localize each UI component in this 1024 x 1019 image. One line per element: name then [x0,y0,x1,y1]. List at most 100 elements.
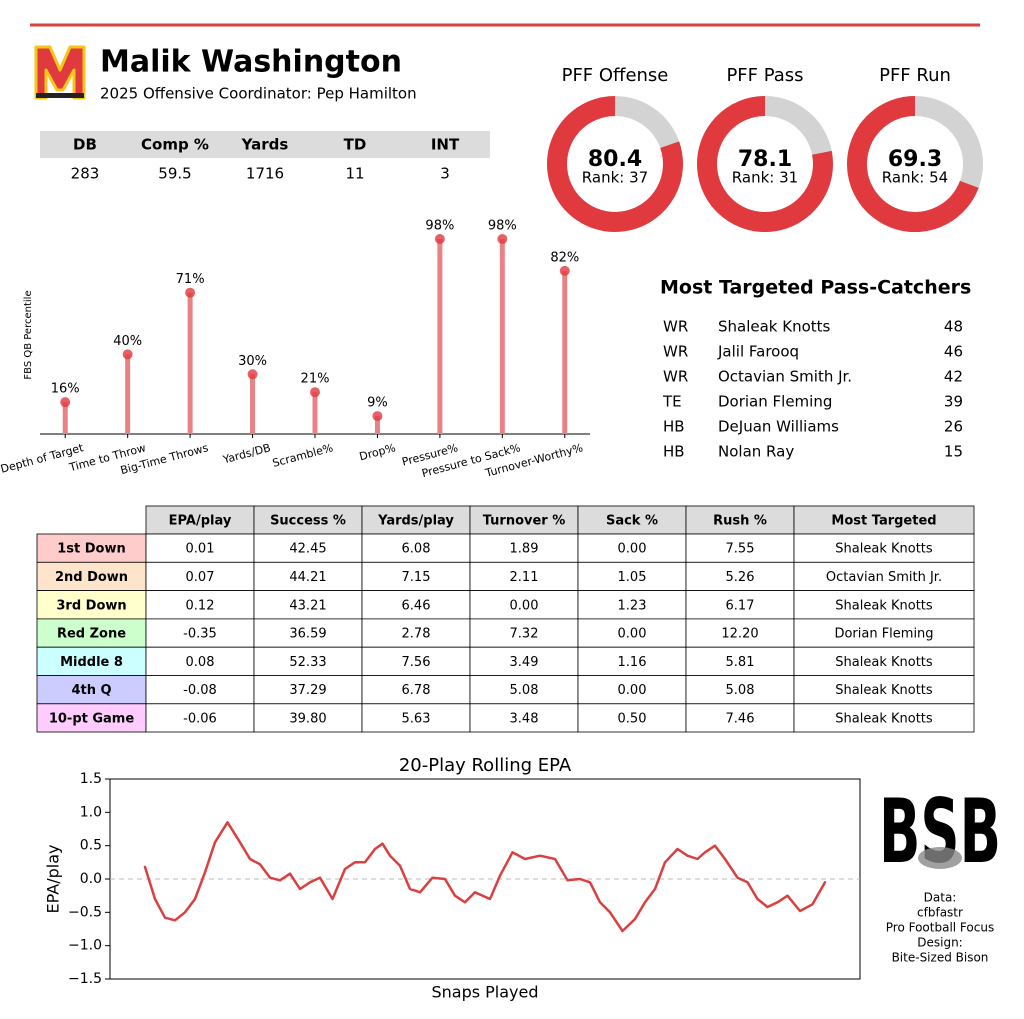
team-logo [34,45,86,100]
table-cell [361,590,471,620]
x-axis-label: Snaps Played [431,983,538,1002]
table-value: 42.45 [289,542,326,557]
lollipop [497,233,508,434]
lollipop-head [497,233,508,244]
table-cell [145,703,255,733]
lollipop-head [60,397,71,408]
lollipop-head [559,265,570,276]
table-value: -0.35 [183,627,217,642]
table-cell [577,703,687,733]
table-value: 7.32 [510,627,539,642]
donut-value: 80.4 [588,147,642,172]
stats-header: Comp % [141,136,209,154]
target-name: Jalil Farooq [717,343,799,361]
row-label: 3rd Down [56,598,126,613]
table-value: -0.06 [183,711,217,726]
target-name: DeJuan Williams [718,418,839,436]
table-cell [469,703,579,733]
table-cell [685,533,795,563]
value-label: 9% [367,396,388,411]
target-position: WR [663,368,688,386]
table-value: 0.07 [186,570,215,585]
table-value: Octavian Smith Jr. [826,570,942,585]
table-value: Shaleak Knotts [835,683,933,698]
table-cell [145,590,255,620]
stats-header: INT [431,136,460,154]
lollipop [310,387,320,434]
row-label: Red Zone [57,627,126,642]
donut-value: 78.1 [738,147,792,172]
lollipop-head [372,411,383,422]
table-cell [793,590,975,620]
y-tick-label: 1.0 [80,804,102,820]
table-value: Dorian Fleming [834,627,933,642]
table-cell [793,533,975,563]
row-label-cell [36,703,147,733]
y-tick-label: 0.0 [80,871,102,887]
lollipop [60,397,71,434]
lollipop-head [434,233,445,244]
table-value: 5.63 [402,711,431,726]
value-label: 40% [113,334,142,349]
lollipop [185,287,196,434]
table-cell [577,618,687,648]
credit-line: Data: [924,891,957,905]
donut-rank: Rank: 54 [882,169,948,187]
table-cell [685,675,795,705]
target-count: 42 [944,368,963,386]
row-label: 10-pt Game [49,711,135,726]
table-value: Shaleak Knotts [835,711,933,726]
row-label: Middle 8 [60,655,123,670]
player-name: Malik Washington [100,45,402,80]
table-cell [253,590,363,620]
donut-rank: Rank: 31 [732,169,798,187]
target-name: Nolan Ray [718,443,794,461]
donut-arc [547,96,683,232]
y-tick-label: −0.5 [68,904,102,920]
table-cell [253,703,363,733]
table-cell [793,703,975,733]
target-position: TE [662,393,682,411]
table-cell [145,533,255,563]
stats-cell: 283 [71,165,100,183]
donut-title: PFF Pass [726,65,803,86]
table-cell [793,618,975,648]
target-count: 26 [944,418,963,436]
lollipop [372,411,383,434]
stats-header: Yards [241,136,289,154]
table-cell [793,675,975,705]
table-value: Shaleak Knotts [835,598,933,613]
target-count: 39 [944,393,963,411]
donut-arc [697,96,833,232]
target-position: HB [663,418,685,436]
bison-icon [918,847,962,869]
credit-line: Bite-Sized Bison [892,951,989,965]
target-position: WR [663,318,688,336]
table-value: 1.05 [618,570,647,585]
table-value: 0.00 [618,627,647,642]
lollipop-head [122,349,133,360]
value-label: 98% [488,218,517,233]
lollipop [434,233,445,434]
table-cell [469,561,579,591]
target-name: Dorian Fleming [718,393,832,411]
lollipop [247,369,258,434]
stats-header-band [40,131,490,158]
table-value: 6.17 [726,598,755,613]
stats-header: DB [73,136,97,154]
table-header: Sack % [606,514,658,529]
value-label: 21% [301,372,330,387]
stats-cell: 11 [345,165,364,183]
targets-title: Most Targeted Pass-Catchers [660,277,971,299]
credit-line: Pro Football Focus [886,921,994,935]
table-value: 5.26 [726,570,755,585]
table-header-cell [685,505,795,535]
target-position: WR [663,343,688,361]
table-cell [469,533,579,563]
table-value: 1.89 [510,542,539,557]
table-cell [361,618,471,648]
value-label: 71% [176,272,205,287]
table-header: Turnover % [483,514,566,529]
table-value: 6.78 [402,683,431,698]
table-cell [361,675,471,705]
